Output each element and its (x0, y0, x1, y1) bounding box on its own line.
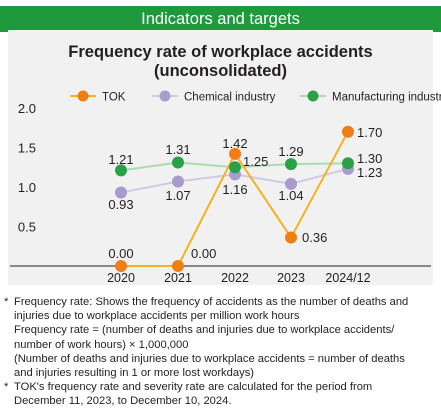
x-tick-label: 2021 (164, 271, 192, 285)
footnote-line: number of work hours) × 1,000,000 (14, 338, 189, 351)
chart-subtitle: (unconsolidated) (154, 62, 287, 80)
data-point (115, 186, 127, 199)
data-label: 1.31 (165, 142, 190, 157)
footnote-line: Frequency rate = (number of deaths and i… (14, 324, 395, 337)
footnote-line: injuries due to workplace accidents per … (14, 310, 300, 323)
data-point (229, 147, 241, 160)
footnote-frequency-rate: * Frequency rate: Shows the frequency of… (4, 295, 436, 380)
legend-marker-tok (77, 90, 89, 102)
data-label: 1.07 (165, 188, 190, 203)
data-point (342, 157, 354, 170)
data-label: 1.23 (357, 165, 382, 180)
data-point (172, 156, 184, 169)
legend-marker-chemical-industry (159, 90, 171, 102)
data-point (172, 260, 184, 272)
data-point (229, 161, 241, 174)
footnote-period: * TOK's frequency rate and severity rate… (4, 380, 436, 408)
footnotes: * Frequency rate: Shows the frequency of… (4, 295, 436, 409)
data-label: 0.00 (191, 246, 216, 261)
line-chart: 2.0 1.5 1.0 0.5 2020 2021 2022 2023 2024/12 TOK Ch… (10, 90, 441, 285)
data-label: 0.36 (302, 230, 327, 245)
footnote-line: TOK's frequency rate and severity rate a… (14, 381, 373, 394)
footnote-mark: * (4, 381, 9, 394)
section-header: Indicators and targets (0, 6, 441, 32)
data-label: 1.16 (222, 182, 247, 197)
data-label: 1.29 (278, 144, 303, 159)
x-tick-label: 2024/12 (325, 271, 370, 285)
legend-label: TOK (102, 92, 126, 104)
y-tick-label: 0.5 (18, 220, 36, 235)
data-point (285, 231, 297, 244)
footnote-line: December 11, 2023, to December 10, 2024. (14, 395, 232, 408)
footnote-line: (Number of deaths and injuries due to wo… (14, 352, 405, 365)
data-point (115, 260, 127, 272)
x-tick-label: 2023 (277, 271, 305, 285)
data-label: 1.30 (357, 151, 382, 166)
data-label: 1.21 (108, 152, 133, 167)
data-label: 0.00 (108, 246, 133, 261)
y-tick-label: 2.0 (18, 101, 36, 116)
footnote-mark: * (4, 296, 9, 308)
data-label: 1.70 (357, 125, 382, 140)
x-tick-label: 2020 (107, 271, 135, 285)
data-label: 1.42 (222, 136, 247, 151)
data-label: 1.04 (278, 188, 303, 203)
data-point (285, 177, 297, 190)
legend-label: Chemical industry (184, 92, 276, 104)
chart-panel (8, 30, 433, 285)
legend-label: Manufacturing industry (332, 92, 441, 104)
legend-marker-manufacturing-industry (307, 90, 319, 102)
data-point (285, 158, 297, 171)
data-label: 0.93 (108, 197, 133, 212)
data-point (115, 164, 127, 177)
data-point (172, 175, 184, 188)
y-tick-label: 1.5 (18, 141, 36, 156)
x-tick-label: 2022 (221, 271, 249, 285)
data-point (342, 125, 354, 138)
footnote-line: Frequency rate: Shows the frequency of a… (14, 296, 409, 308)
footnote-line: and injuries resulting in 1 or more lost… (14, 367, 255, 380)
data-label: 1.25 (243, 154, 268, 169)
chart-title: Frequency rate of workplace accidents (68, 43, 373, 61)
y-tick-label: 1.0 (18, 180, 36, 195)
